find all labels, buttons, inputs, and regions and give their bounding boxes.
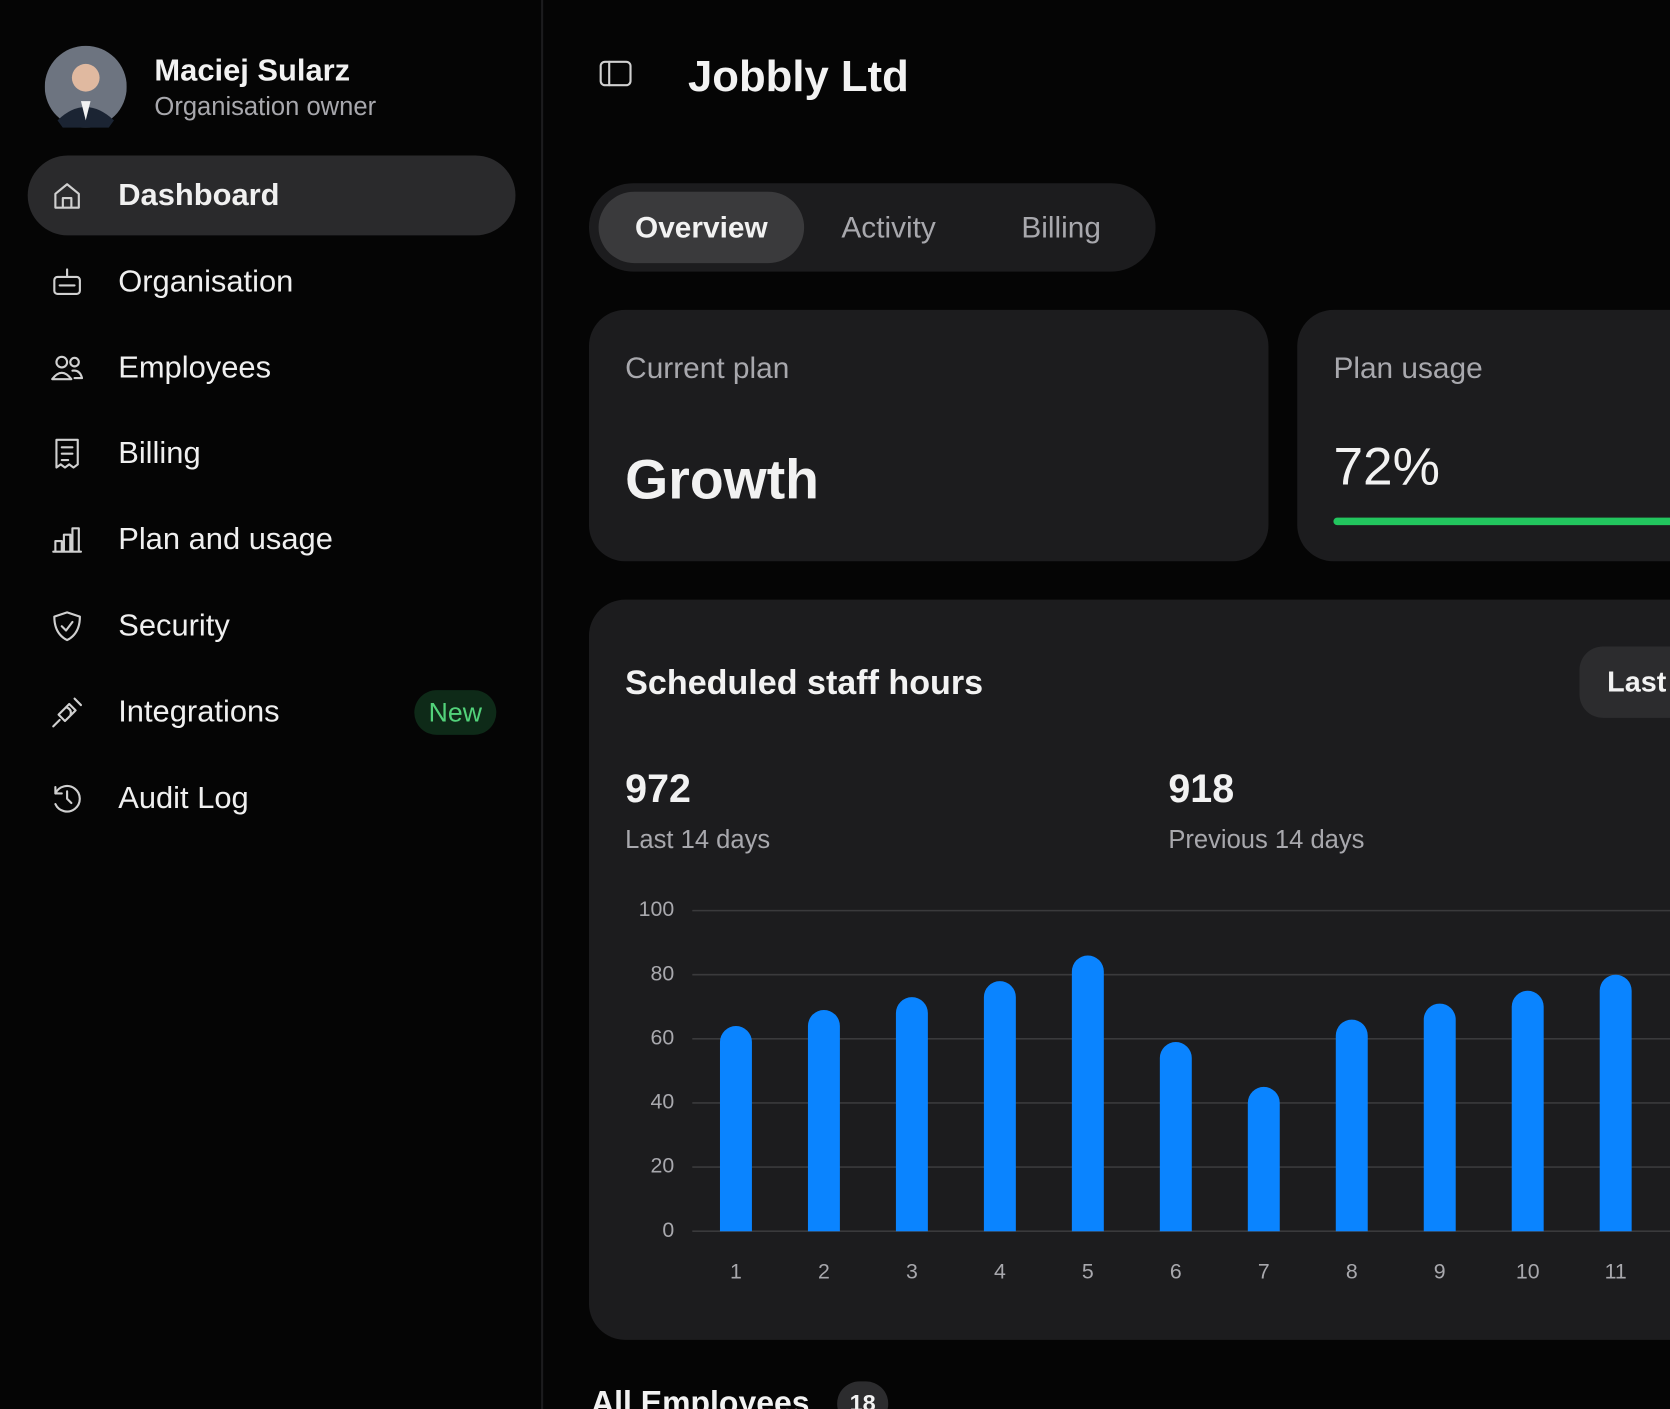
bar <box>807 1009 840 1232</box>
nav-item[interactable]: Plan and usage <box>118 522 333 557</box>
nav-item[interactable]: Integrations <box>118 694 280 730</box>
icon-integrations <box>52 697 83 728</box>
nav-item[interactable]: Organisation <box>118 264 294 299</box>
bar <box>1511 990 1544 1232</box>
icon-audit <box>54 784 81 813</box>
nav-item[interactable]: Dashboard <box>118 178 280 213</box>
nav-active <box>27 155 516 236</box>
x-tick-label: 8 <box>1346 1259 1358 1283</box>
progress-bar <box>1333 517 1670 526</box>
range-button[interactable] <box>1579 646 1670 718</box>
sidebar-toggle[interactable] <box>597 55 633 91</box>
tab[interactable]: Overview <box>635 210 768 244</box>
nav-item[interactable]: Employees <box>118 350 272 386</box>
bar <box>1599 974 1632 1232</box>
stat-label: Last 14 days <box>625 825 771 855</box>
nav-item[interactable]: Billing <box>118 436 201 471</box>
icon-billing <box>55 438 79 469</box>
bar <box>1423 1003 1456 1232</box>
chart-title: Scheduled staff hours <box>625 662 984 702</box>
y-tick-label: 40 <box>650 1090 674 1114</box>
icon-plan <box>52 527 83 553</box>
sidebar <box>0 0 544 1409</box>
y-tick-label: 80 <box>650 961 674 985</box>
x-tick-label: 9 <box>1434 1259 1446 1283</box>
page-title: Jobbly Ltd <box>688 51 909 101</box>
section-title: All Employees <box>591 1385 810 1409</box>
range-button-text[interactable]: Last <box>1607 666 1667 699</box>
badge-text: New <box>428 698 482 728</box>
bar <box>1247 1086 1280 1232</box>
icon-home <box>54 183 80 209</box>
badge <box>414 690 497 735</box>
bar <box>1159 1042 1192 1232</box>
y-tick-label: 100 <box>639 897 675 921</box>
card-label: Current plan <box>625 351 790 385</box>
card-label: Plan usage <box>1333 351 1483 385</box>
icon-organisation <box>53 268 81 296</box>
x-tick-label: 2 <box>818 1259 830 1283</box>
avatar[interactable] <box>44 45 127 128</box>
y-tick-label: 0 <box>662 1218 674 1242</box>
bar <box>895 997 928 1232</box>
bar <box>983 981 1016 1232</box>
tab[interactable]: Activity <box>841 210 936 244</box>
x-tick-label: 5 <box>1082 1259 1094 1283</box>
user-name: Maciej Sularz <box>154 53 351 88</box>
stat-value: 918 <box>1168 766 1235 811</box>
x-tick-label: 3 <box>906 1259 918 1283</box>
tab[interactable]: Billing <box>1021 210 1101 244</box>
card <box>588 309 1269 562</box>
tab-active <box>598 191 805 264</box>
card-value: 72% <box>1333 436 1441 497</box>
x-tick-label: 10 <box>1516 1259 1540 1283</box>
nav-item[interactable]: Audit Log <box>118 781 249 816</box>
bar <box>1071 955 1104 1232</box>
count-badge <box>837 1381 889 1409</box>
y-tick-label: 60 <box>650 1025 674 1049</box>
user-role: Organisation owner <box>154 92 377 122</box>
x-tick-label: 1 <box>730 1259 742 1283</box>
card-value: Growth <box>625 449 820 512</box>
bar <box>719 1026 752 1232</box>
x-tick-label: 11 <box>1605 1259 1627 1283</box>
y-tick-label: 20 <box>650 1154 674 1178</box>
stat-label: Previous 14 days <box>1168 825 1365 855</box>
icon-security <box>53 611 81 642</box>
x-tick-label: 4 <box>994 1259 1006 1283</box>
x-tick-label: 7 <box>1258 1259 1270 1283</box>
count-text: 18 <box>849 1389 876 1409</box>
nav-item[interactable]: Security <box>118 608 230 643</box>
stat-value: 972 <box>625 766 691 811</box>
bar <box>1335 1019 1368 1232</box>
chart-card <box>588 599 1670 1340</box>
icon-employees <box>51 355 84 381</box>
x-tick-label: 6 <box>1170 1259 1182 1283</box>
